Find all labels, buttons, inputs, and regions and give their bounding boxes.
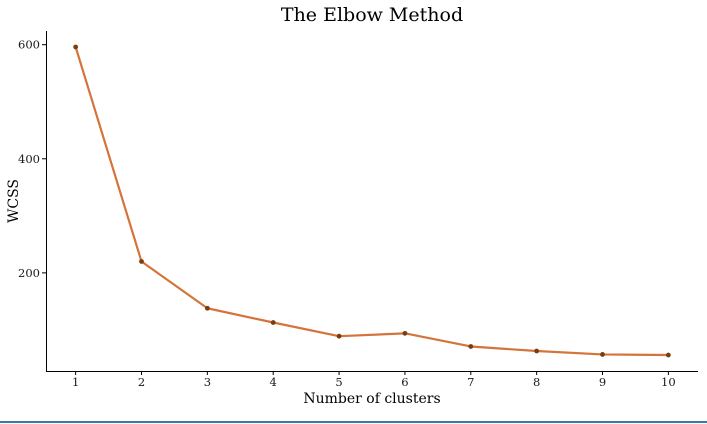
data-point [665, 352, 671, 358]
x-tick-label: 3 [204, 375, 211, 389]
bottom-divider [0, 421, 707, 423]
data-point [336, 333, 342, 339]
data-point [139, 259, 144, 264]
data-point [402, 330, 408, 336]
x-tick-label: 8 [533, 375, 540, 389]
y-tick-label: 200 [18, 266, 40, 280]
x-tick-label: 9 [599, 375, 606, 389]
y-tick-label: 600 [18, 38, 40, 52]
x-tick-label: 10 [661, 375, 676, 389]
data-point [204, 305, 210, 311]
x-tick-label: 4 [270, 375, 277, 389]
y-axis-label: WCSS [6, 179, 22, 223]
x-tick-label: 1 [72, 375, 79, 389]
y-tick-label: 400 [18, 152, 40, 166]
data-point [468, 344, 474, 349]
chart-title: The Elbow Method [281, 4, 463, 26]
data-point [534, 348, 540, 354]
series-layer [73, 44, 671, 358]
series-line [74, 45, 670, 357]
x-tick-label: 7 [467, 375, 474, 389]
x-tick-label: 2 [138, 375, 145, 389]
data-point [600, 352, 605, 357]
x-tick-label: 6 [401, 375, 408, 389]
x-axis-ticks: 1 2 3 4 5 6 7 8 9 10 [72, 371, 676, 389]
data-point [270, 320, 276, 325]
y-axis-ticks: 200 400 600 [18, 38, 46, 280]
x-axis-label: Number of clusters [303, 391, 440, 407]
x-tick-label: 5 [335, 375, 342, 389]
data-point [73, 44, 79, 50]
